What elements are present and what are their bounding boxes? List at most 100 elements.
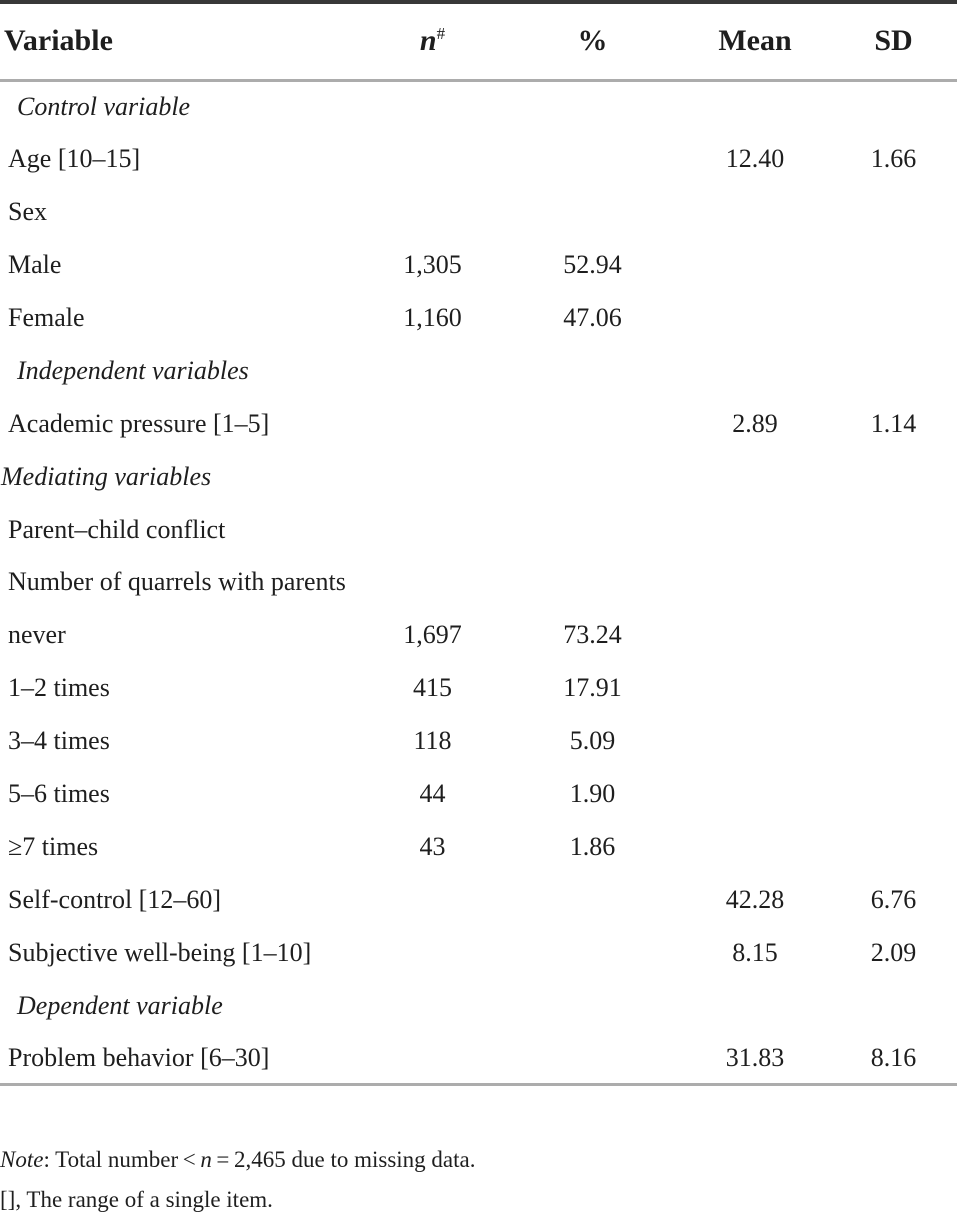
cell-n xyxy=(360,133,505,186)
table-row: Dependent variable xyxy=(0,979,957,1032)
cell-variable: Parent–child conflict xyxy=(8,514,226,544)
cell-variable: Female xyxy=(8,303,85,332)
cell-sd xyxy=(830,609,957,662)
stats-table-body: Control variable Age [10–15] 12.40 1.66 Sex M… xyxy=(0,80,957,1087)
table-row: Academic pressure [1–5] 2.89 1.14 xyxy=(0,397,957,450)
cell-n xyxy=(360,397,505,450)
cell-sd xyxy=(830,80,957,133)
n-superscript: # xyxy=(436,24,446,44)
cell-n: 1,697 xyxy=(403,620,462,650)
cell-sd xyxy=(830,715,957,768)
table-row: Problem behavior [6–30] 31.83 8.16 xyxy=(0,1032,957,1087)
cell-n xyxy=(360,186,505,239)
cell-n xyxy=(360,450,505,503)
table-notes: Note: Total number < n = 2,465 due to mi… xyxy=(0,1140,957,1220)
table-row: Male 1,305 52.94 xyxy=(0,239,957,292)
cell-percent xyxy=(505,926,680,979)
cell-n xyxy=(360,344,505,397)
cell-n: 44 xyxy=(419,779,446,809)
cell-sd xyxy=(830,344,957,397)
cell-variable: Age [10–15] xyxy=(8,144,141,174)
cell-percent xyxy=(505,979,680,1032)
header-row: Variable n# % Mean SD xyxy=(0,2,957,82)
cell-sd xyxy=(830,186,957,239)
cell-sd xyxy=(830,662,957,715)
cell-sd: 2.09 xyxy=(870,937,917,967)
cell-mean xyxy=(680,820,830,873)
table-row: Mediating variables xyxy=(0,450,957,503)
cell-variable: 1–2 times xyxy=(8,673,110,703)
cell-percent xyxy=(505,80,680,133)
cell-mean xyxy=(680,344,830,397)
table-row: Independent variables xyxy=(0,344,957,397)
cell-sd xyxy=(830,556,957,609)
cell-mean xyxy=(680,186,830,239)
cell-mean xyxy=(680,609,830,662)
cell-mean xyxy=(680,768,830,821)
cell-variable: Dependent variable xyxy=(17,990,223,1020)
column-header-variable: Variable xyxy=(0,2,360,82)
cell-percent xyxy=(505,397,680,450)
table-row: 3–4 times 118 5.09 xyxy=(0,715,957,768)
cell-sd xyxy=(830,820,957,873)
cell-n xyxy=(360,873,505,926)
column-header-mean: Mean xyxy=(680,2,830,82)
cell-variable: Number of quarrels with parents xyxy=(8,567,346,597)
cell-mean xyxy=(680,292,830,345)
table-row: Self-control [12–60] 42.28 6.76 xyxy=(0,873,957,926)
cell-mean: 8.15 xyxy=(732,937,778,967)
cell-percent: 73.24 xyxy=(563,620,622,650)
cell-variable: Academic pressure [1–5] xyxy=(8,408,270,438)
cell-mean xyxy=(680,239,830,292)
note-line-1: Note: Total number < n = 2,465 due to mi… xyxy=(0,1140,957,1180)
cell-percent: 52.94 xyxy=(563,250,622,280)
cell-mean: 12.40 xyxy=(725,144,785,174)
cell-percent: 1.86 xyxy=(569,831,616,861)
cell-sd xyxy=(830,450,957,503)
table-row: Female 1,160 47.06 xyxy=(0,292,957,345)
table-row: 1–2 times 415 17.91 xyxy=(0,662,957,715)
cell-n xyxy=(360,503,505,556)
table-row: 5–6 times 44 1.90 xyxy=(0,768,957,821)
cell-variable: ≥7 times xyxy=(8,831,99,861)
table-row: Age [10–15] 12.40 1.66 xyxy=(0,133,957,186)
note-word: Note xyxy=(0,1147,44,1173)
note-text-1: : Total number < xyxy=(43,1147,201,1173)
cell-variable: Independent variables xyxy=(17,355,249,385)
table-row: Parent–child conflict xyxy=(0,503,957,556)
table-row: never 1,697 73.24 xyxy=(0,609,957,662)
column-header-n: n# xyxy=(360,2,505,82)
table-row: Sex xyxy=(0,186,957,239)
cell-percent xyxy=(505,344,680,397)
table-header: Variable n# % Mean SD xyxy=(0,2,957,82)
cell-n xyxy=(360,556,505,609)
table-row: Subjective well-being [1–10] 8.15 2.09 xyxy=(0,926,957,979)
cell-mean xyxy=(680,979,830,1032)
note-text-2: = 2,465 due to missing data. xyxy=(211,1147,476,1173)
cell-percent: 5.09 xyxy=(569,726,616,756)
cell-sd xyxy=(830,979,957,1032)
cell-sd xyxy=(830,239,957,292)
cell-mean xyxy=(680,450,830,503)
cell-sd xyxy=(830,503,957,556)
cell-percent: 1.90 xyxy=(569,779,616,809)
cell-sd: 6.76 xyxy=(870,884,917,914)
cell-variable: never xyxy=(8,620,66,650)
cell-sd: 1.66 xyxy=(870,144,917,174)
cell-sd: 1.14 xyxy=(870,408,917,438)
n-symbol: n xyxy=(419,24,437,58)
cell-percent xyxy=(505,873,680,926)
cell-variable: 5–6 times xyxy=(8,779,110,809)
cell-mean xyxy=(680,556,830,609)
cell-n xyxy=(360,1032,505,1087)
cell-mean: 42.28 xyxy=(725,884,785,914)
cell-variable: Problem behavior [6–30] xyxy=(0,1032,360,1087)
cell-n: 43 xyxy=(419,831,446,861)
stats-table: Variable n# % Mean SD Control variable Ag… xyxy=(0,0,957,1087)
cell-n xyxy=(360,926,505,979)
cell-variable: Control variable xyxy=(17,92,191,122)
column-header-percent: % xyxy=(505,2,680,82)
cell-percent xyxy=(505,1032,680,1087)
cell-percent xyxy=(505,556,680,609)
